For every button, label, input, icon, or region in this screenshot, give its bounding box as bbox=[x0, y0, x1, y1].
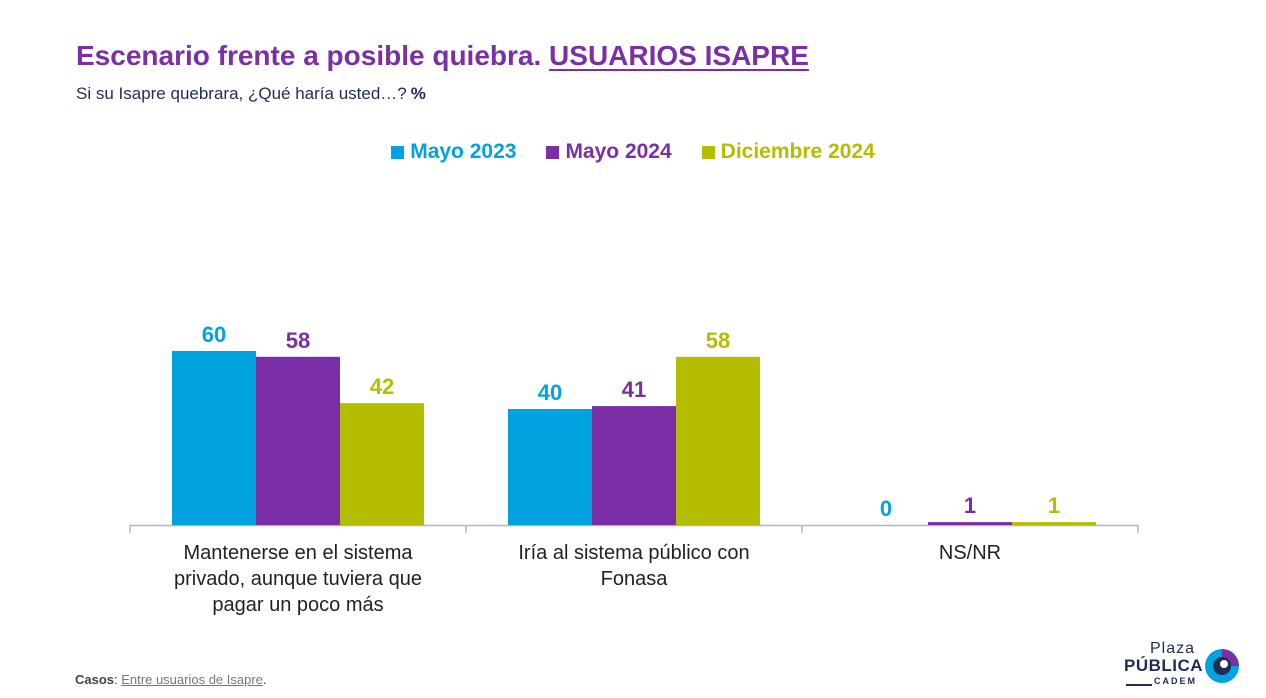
subtitle-unit: % bbox=[410, 84, 426, 103]
logo-line3: CADEM bbox=[1154, 676, 1197, 686]
legend-swatch bbox=[546, 145, 560, 159]
data-label: 42 bbox=[370, 374, 394, 399]
title-highlight: USUARIOS ISAPRE bbox=[549, 40, 809, 71]
legend-label: Mayo 2023 bbox=[410, 140, 517, 163]
data-label: 58 bbox=[706, 328, 730, 353]
bar bbox=[1012, 522, 1096, 525]
category-label: privado, aunque tuviera que bbox=[174, 568, 422, 590]
bar bbox=[928, 522, 1012, 525]
bar bbox=[592, 406, 676, 525]
plaza-publica-logo: Plaza PÚBLICA CADEM bbox=[1122, 640, 1247, 690]
page-title: Escenario frente a posible quiebra. USUA… bbox=[76, 40, 809, 72]
logo-line1: Plaza bbox=[1150, 640, 1196, 657]
data-label: 60 bbox=[202, 322, 226, 347]
bar bbox=[172, 351, 256, 525]
data-label: 41 bbox=[622, 377, 646, 402]
chart-legend: Mayo 2023 Mayo 2024 Diciembre 2024 bbox=[0, 140, 1266, 164]
data-label: 40 bbox=[538, 380, 562, 405]
page-subtitle: Si su Isapre quebrara, ¿Qué haría usted…… bbox=[76, 84, 426, 104]
footer-casos: Casos: Entre usuarios de Isapre. bbox=[75, 672, 267, 687]
bar bbox=[508, 409, 592, 525]
casos-end: . bbox=[262, 672, 267, 687]
legend-item-2: Diciembre 2024 bbox=[701, 140, 875, 164]
logo-underline bbox=[1126, 684, 1152, 686]
legend-label: Mayo 2024 bbox=[565, 140, 672, 163]
legend-item-1: Mayo 2024 bbox=[546, 140, 672, 164]
casos-label: Casos bbox=[75, 672, 115, 687]
legend-label: Diciembre 2024 bbox=[720, 140, 875, 163]
category-label: Iría al sistema público con bbox=[518, 542, 749, 564]
subtitle-text: Si su Isapre quebrara, ¿Qué haría usted…… bbox=[76, 84, 407, 103]
legend-swatch bbox=[391, 145, 405, 159]
category-label: pagar un poco más bbox=[212, 594, 383, 616]
category-label: NS/NR bbox=[939, 542, 1001, 564]
bar bbox=[676, 356, 760, 525]
data-label: 1 bbox=[964, 493, 976, 518]
bar bbox=[340, 403, 424, 525]
data-label: 58 bbox=[286, 328, 310, 353]
logo-line2: PÚBLICA bbox=[1124, 656, 1204, 675]
category-label: Fonasa bbox=[601, 568, 669, 590]
bar bbox=[256, 356, 340, 525]
casos-value: Entre usuarios de Isapre bbox=[121, 672, 263, 687]
legend-swatch bbox=[701, 145, 715, 159]
data-label: 0 bbox=[880, 496, 892, 521]
cadem-swirl-icon bbox=[1205, 649, 1239, 683]
category-label: Mantenerse en el sistema bbox=[183, 542, 413, 564]
legend-item-0: Mayo 2023 bbox=[391, 140, 516, 164]
title-main: Escenario frente a posible quiebra. bbox=[76, 40, 542, 71]
data-label: 1 bbox=[1048, 493, 1060, 518]
